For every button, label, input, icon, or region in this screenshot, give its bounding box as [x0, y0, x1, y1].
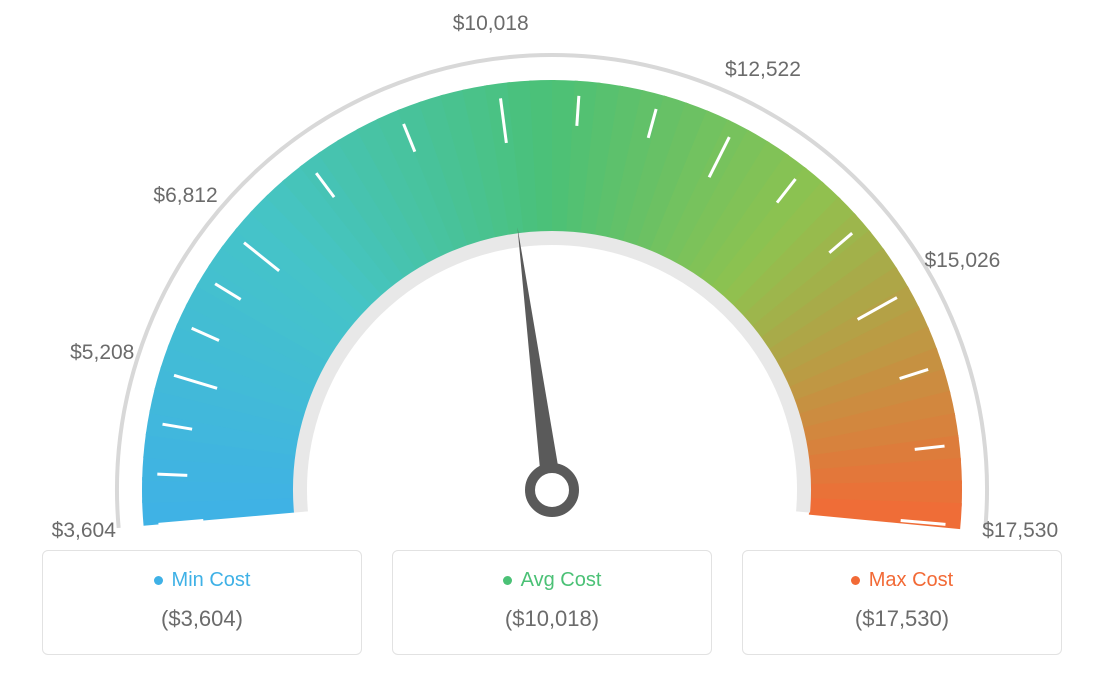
gauge-scale-label: $5,208 — [70, 341, 134, 365]
gauge-scale-label: $12,522 — [725, 58, 801, 82]
gauge-chart: $3,604$5,208$6,812$10,018$12,522$15,026$… — [22, 20, 1082, 530]
summary-card: Max Cost ($17,530) — [742, 550, 1062, 655]
gauge-scale-label: $15,026 — [924, 249, 1000, 273]
card-title-text: Min Cost — [172, 569, 251, 592]
card-title: Avg Cost — [403, 569, 701, 592]
gauge-scale-label: $6,812 — [153, 184, 217, 208]
card-title: Min Cost — [53, 569, 351, 592]
gauge-scale-label: $17,530 — [982, 519, 1058, 543]
summary-card: Avg Cost ($10,018) — [392, 550, 712, 655]
card-title-text: Max Cost — [869, 569, 953, 592]
color-dot-icon — [503, 576, 512, 585]
gauge-svg — [22, 20, 1082, 530]
card-value: ($17,530) — [753, 606, 1051, 632]
card-title-text: Avg Cost — [521, 569, 602, 592]
color-dot-icon — [154, 576, 163, 585]
gauge-scale-label: $10,018 — [453, 12, 529, 36]
gauge-scale-label: $3,604 — [52, 519, 116, 543]
summary-cards: Min Cost ($3,604) Avg Cost ($10,018) Max Cos… — [20, 550, 1084, 655]
gauge-needle-hub — [530, 468, 574, 512]
card-value: ($10,018) — [403, 606, 701, 632]
color-dot-icon — [851, 576, 860, 585]
summary-card: Min Cost ($3,604) — [42, 550, 362, 655]
card-title: Max Cost — [753, 569, 1051, 592]
gauge-needle — [517, 227, 561, 491]
card-value: ($3,604) — [53, 606, 351, 632]
